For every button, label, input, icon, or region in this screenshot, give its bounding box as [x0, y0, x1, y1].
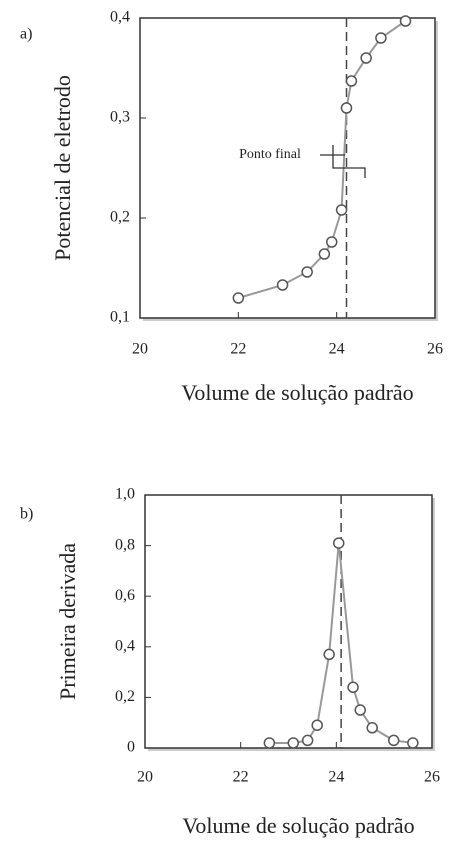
y-tick-label: 0,3	[110, 109, 130, 126]
data-point	[375, 32, 387, 44]
data-point	[311, 719, 323, 731]
annotation-bracket	[320, 145, 366, 178]
data-point	[332, 537, 345, 549]
panel-label: b)	[20, 506, 33, 523]
panel-label: a)	[20, 26, 32, 43]
y-axis-label: Potencial de eletrodo	[50, 75, 75, 261]
x-axis-label: Volume de solução padrão	[182, 813, 414, 838]
y-tick-label: 0,4	[110, 9, 130, 26]
y-tick-label: 0,1	[110, 309, 130, 326]
x-tick-label: 22	[230, 341, 246, 358]
y-tick-label: 1,0	[115, 486, 135, 503]
data-point	[366, 722, 378, 734]
data-point	[399, 15, 412, 27]
x-tick-label: 24	[329, 341, 345, 358]
data-point	[323, 648, 335, 661]
y-tick-label: 0,4	[115, 637, 135, 654]
data-point	[287, 737, 300, 749]
data-point	[232, 292, 245, 304]
data-point	[301, 266, 313, 278]
data-point	[263, 737, 276, 749]
data-point	[326, 236, 338, 248]
x-tick-label: 26	[427, 341, 443, 358]
x-tick-label: 26	[424, 769, 440, 786]
y-axis-label: Primeira derivada	[55, 543, 80, 700]
x-axis-label: Volume de solução padrão	[181, 380, 413, 405]
annotation: Ponto final	[239, 147, 301, 162]
data-point	[301, 734, 314, 747]
data-point	[335, 204, 348, 216]
x-tick-label: 20	[132, 341, 148, 358]
data-point	[345, 75, 358, 87]
data-point	[318, 248, 331, 260]
x-tick-label: 22	[233, 769, 249, 786]
data-point	[340, 102, 353, 114]
x-tick-label: 24	[328, 769, 344, 786]
data-point	[354, 704, 366, 716]
plot-frame	[139, 17, 436, 319]
data-point	[387, 734, 400, 747]
plot-frame	[144, 494, 433, 749]
y-tick-label: 0	[127, 739, 135, 756]
y-tick-label: 0,6	[115, 587, 135, 604]
data-point	[407, 737, 419, 749]
data-point	[276, 279, 289, 291]
y-tick-label: 0,8	[115, 536, 135, 553]
x-tick-label: 20	[137, 769, 153, 786]
data-point	[347, 681, 359, 694]
y-tick-label: 0,2	[110, 209, 130, 226]
y-tick-label: 0,2	[115, 688, 135, 705]
data-point	[360, 52, 372, 64]
